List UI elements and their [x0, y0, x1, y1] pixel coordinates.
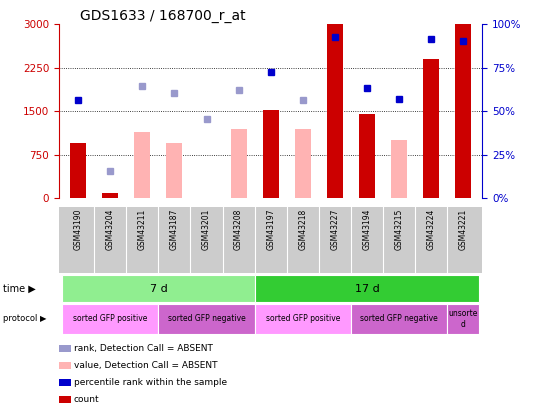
Bar [351, 305, 447, 334]
Text: GDS1633 / 168700_r_at: GDS1633 / 168700_r_at [80, 9, 246, 23]
Text: sorted GFP positive: sorted GFP positive [265, 314, 340, 324]
Text: 7 d: 7 d [150, 284, 167, 294]
Text: GSM43215: GSM43215 [394, 209, 404, 250]
Text: unsorte
d: unsorte d [449, 309, 478, 328]
Bar [70, 143, 86, 198]
Text: GSM43224: GSM43224 [427, 209, 436, 250]
Text: GSM43204: GSM43204 [106, 209, 115, 250]
Text: GSM43190: GSM43190 [74, 209, 83, 250]
Bar [391, 141, 407, 198]
Bar [255, 305, 351, 334]
Text: rank, Detection Call = ABSENT: rank, Detection Call = ABSENT [74, 344, 213, 353]
Text: count: count [74, 395, 100, 404]
Text: GSM43218: GSM43218 [298, 209, 307, 250]
Text: GSM43201: GSM43201 [202, 209, 211, 250]
Text: percentile rank within the sample: percentile rank within the sample [74, 378, 227, 387]
Bar [159, 305, 255, 334]
Text: time ▶: time ▶ [3, 284, 35, 294]
Text: GSM43187: GSM43187 [170, 209, 179, 250]
Bar [295, 129, 311, 198]
Text: value, Detection Call = ABSENT: value, Detection Call = ABSENT [74, 361, 218, 370]
Text: sorted GFP negative: sorted GFP negative [168, 314, 245, 324]
Text: GSM43227: GSM43227 [330, 209, 339, 250]
Bar [255, 275, 479, 302]
Bar [327, 24, 343, 198]
Text: GSM43194: GSM43194 [362, 209, 371, 250]
Bar [62, 275, 255, 302]
Bar [455, 24, 471, 198]
Text: GSM43208: GSM43208 [234, 209, 243, 250]
Bar [62, 305, 159, 334]
Text: GSM43221: GSM43221 [459, 209, 467, 250]
Bar [135, 132, 151, 198]
Text: sorted GFP positive: sorted GFP positive [73, 314, 147, 324]
Text: GSM43197: GSM43197 [266, 209, 275, 250]
Text: protocol ▶: protocol ▶ [3, 314, 46, 324]
Bar [423, 59, 439, 198]
Text: 17 d: 17 d [354, 284, 379, 294]
Bar [230, 129, 247, 198]
Bar [447, 305, 479, 334]
Bar [359, 114, 375, 198]
Bar [166, 143, 182, 198]
Text: sorted GFP negative: sorted GFP negative [360, 314, 438, 324]
Bar [102, 193, 118, 198]
Text: GSM43211: GSM43211 [138, 209, 147, 250]
Bar [263, 110, 279, 198]
